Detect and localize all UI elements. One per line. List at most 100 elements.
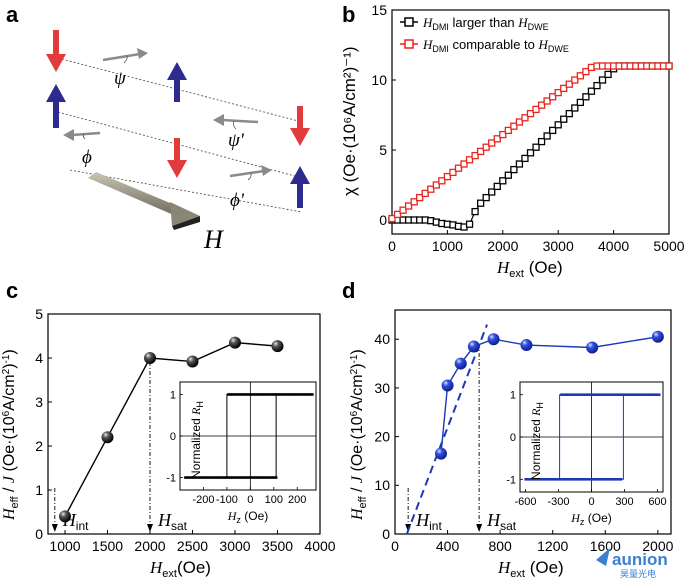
inset-data-point bbox=[655, 393, 659, 396]
data-point bbox=[421, 189, 429, 198]
data-point bbox=[565, 109, 573, 118]
y-tick-label: 15 bbox=[371, 2, 387, 18]
inset-data-point bbox=[564, 478, 568, 481]
data-point bbox=[549, 126, 557, 135]
y-tick-label: 5 bbox=[379, 142, 387, 158]
inset-data-point bbox=[247, 393, 251, 396]
series-line bbox=[391, 65, 669, 220]
inset-data-point bbox=[588, 478, 592, 481]
x-tick-label: 3000 bbox=[543, 238, 574, 254]
up-spin-arrow bbox=[46, 84, 66, 128]
inset-data-point bbox=[650, 393, 654, 396]
inset-data-point bbox=[265, 393, 269, 396]
y-tick-label: 2 bbox=[35, 438, 43, 454]
inset-data-point bbox=[600, 393, 604, 396]
psi-label: ψ bbox=[114, 68, 127, 89]
y-tick-label: 0 bbox=[35, 526, 43, 542]
annotation-arrow bbox=[476, 524, 483, 532]
data-point bbox=[532, 143, 540, 151]
inset-data-point bbox=[631, 393, 635, 396]
inset-data-point bbox=[234, 476, 237, 479]
watermark-logo-icon bbox=[596, 548, 610, 566]
y-axis-title: Heff / J (Oe·(106A/cm2)-1) bbox=[349, 349, 369, 521]
annotation-label: Hint bbox=[415, 510, 442, 533]
inset-data-point bbox=[213, 476, 217, 479]
x-tick-label: 0 bbox=[388, 238, 396, 254]
y-tick-label: 0 bbox=[379, 212, 387, 228]
inset-data-point bbox=[236, 476, 239, 479]
data-point bbox=[554, 121, 562, 129]
inset-data-point bbox=[581, 393, 585, 396]
inset-data-point bbox=[610, 393, 613, 396]
inset-data-point bbox=[270, 476, 273, 479]
data-point bbox=[521, 154, 529, 163]
inset-data-point bbox=[229, 476, 233, 479]
inset-data-point bbox=[263, 476, 267, 479]
panel-a-schematic: a bbox=[6, 2, 310, 254]
data-point bbox=[101, 431, 114, 444]
inset-data-point bbox=[586, 393, 589, 396]
data-point bbox=[460, 160, 468, 168]
x-tick-label: 1200 bbox=[537, 538, 568, 554]
data-point bbox=[388, 214, 396, 223]
inset-data-point bbox=[254, 393, 258, 396]
annotation-label: Hsat bbox=[486, 510, 517, 533]
data-point bbox=[499, 177, 507, 185]
inset-data-point bbox=[567, 393, 570, 396]
inset-data-point bbox=[624, 393, 628, 396]
inset-data-point bbox=[218, 476, 221, 479]
data-point bbox=[560, 84, 568, 93]
data-point bbox=[493, 135, 501, 143]
inset-data-point bbox=[591, 478, 594, 481]
inset-data-point bbox=[272, 476, 276, 479]
data-point bbox=[604, 70, 612, 79]
panel-b-chart: b 0 1000 2000 3000 4000 5000 0 5 10 15 HDMI large… bbox=[340, 2, 685, 280]
data-point bbox=[482, 193, 490, 202]
data-point bbox=[229, 336, 241, 349]
x-tick-label: 800 bbox=[488, 538, 512, 554]
inset-data-point bbox=[653, 393, 656, 396]
data-point bbox=[576, 72, 585, 80]
field-label: H bbox=[203, 225, 224, 254]
panel-b-letter: b bbox=[342, 2, 355, 27]
inset-data-point bbox=[572, 393, 575, 396]
y-axis-title: χ (Oe·(10⁶A/cm²)⁻¹) bbox=[340, 46, 359, 196]
inset-data-point bbox=[531, 478, 535, 481]
inset-data-point bbox=[603, 478, 606, 481]
inset-data-point bbox=[204, 476, 208, 479]
inset-y-tick-label: 0 bbox=[170, 431, 176, 443]
x-axis-title: Hext (Oe) bbox=[496, 258, 563, 280]
inset-data-point bbox=[215, 476, 219, 479]
inset-data-point bbox=[574, 478, 578, 481]
x-tick-label: 1000 bbox=[432, 238, 463, 254]
inset-data-point bbox=[258, 476, 262, 479]
data-point bbox=[565, 80, 573, 88]
inset-data-point bbox=[614, 393, 618, 396]
inset-data-point bbox=[277, 393, 280, 396]
inplane-arrow bbox=[229, 169, 265, 178]
inplane-arrow bbox=[71, 131, 101, 137]
inset-data-point bbox=[211, 476, 214, 479]
inset-x-tick-label: 0 bbox=[247, 494, 253, 506]
inset-data-point bbox=[231, 393, 235, 396]
inset-data-point bbox=[274, 476, 278, 479]
inset-data-point bbox=[591, 393, 594, 396]
series-line bbox=[64, 341, 278, 517]
annotation-label: Hsat bbox=[157, 510, 188, 533]
inset-data-point bbox=[607, 478, 611, 481]
inset-data-point bbox=[234, 393, 237, 396]
inset-data-point bbox=[579, 478, 582, 481]
inset-data-point bbox=[306, 393, 310, 396]
inset-data-point bbox=[584, 478, 587, 481]
phi-prime-label: ϕ' bbox=[230, 190, 245, 211]
inset-data-point bbox=[605, 478, 609, 481]
inset-x-tick-label: -200 bbox=[192, 494, 214, 506]
inset-data-point bbox=[619, 393, 623, 396]
inset-data-point bbox=[533, 478, 537, 481]
data-point bbox=[488, 139, 496, 147]
plot-frame bbox=[391, 9, 670, 235]
inset-y-axis-title: Normalized RH bbox=[529, 402, 545, 480]
inplane-arrow bbox=[221, 118, 259, 124]
data-point bbox=[454, 164, 463, 172]
